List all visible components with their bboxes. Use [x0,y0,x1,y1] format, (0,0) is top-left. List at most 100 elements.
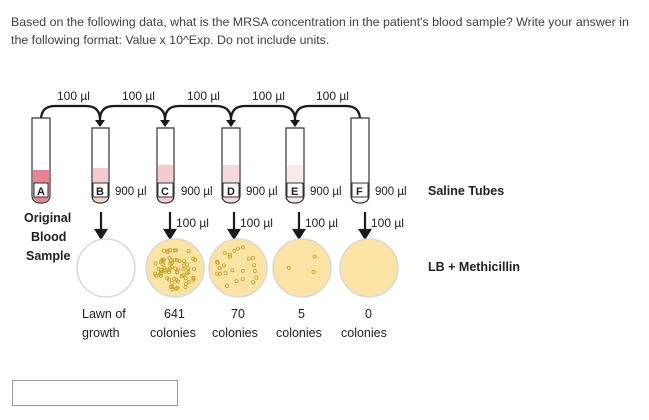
colony-dot [240,245,245,250]
plating-label-e: 100 µl [305,216,338,230]
colony-dot [234,279,239,284]
colony-dot [166,270,171,275]
colony-dot [160,258,165,263]
transfer-arrows [39,104,362,126]
colony-dot [170,285,175,290]
plate-0 [339,238,399,298]
tube-d: D 900 µl [221,127,278,204]
colony-dot [168,248,173,253]
colony-dot [312,254,317,259]
answer-input[interactable] [12,380,178,406]
tube-a-letter: A [37,186,45,198]
tube-c: C 900 µl [156,127,213,204]
plate-5-line1: 0 [365,307,372,321]
plate-641 [145,238,205,298]
colony-dot [224,284,229,289]
colony-dot [286,265,291,270]
colony-dot [222,250,227,255]
transfer-label-3: 100 µl [187,89,220,103]
colony-dot [184,262,189,267]
plating-label-f: 100 µl [371,216,404,230]
plate-2-line2: colonies [150,326,196,340]
colony-dot [161,248,166,253]
transfer-label-5: 100 µl [316,89,349,103]
colony-dot [170,287,175,292]
plate-1-line2: growth [82,326,120,340]
colony-dot [168,261,173,266]
tube-b: B 900 µl [91,127,147,204]
plating-label-d: 100 µl [240,216,273,230]
colony-dot [168,284,173,289]
colony-dot [311,269,316,274]
plate-4-line1: 5 [298,307,305,321]
colony-dot [254,275,259,280]
tube-f-letter: F [356,186,363,198]
colony-dot [170,281,175,286]
tube-d-letter: D [227,186,235,198]
tube-f-volume: 900 µl [375,186,407,198]
colony-dot [185,271,190,276]
colony-dot [174,277,179,282]
original-label-line1: Original [24,211,71,225]
colony-dot [174,258,179,263]
colony-dot [181,267,186,272]
tube-e-volume: 900 µl [310,186,342,198]
colony-dot [172,248,177,253]
transfer-label-1: 100 µl [57,89,90,103]
colony-dot [215,271,220,276]
colony-dot [173,266,178,271]
plating-arrows [94,212,372,241]
colony-dot [251,280,256,285]
colonies [153,245,317,292]
tube-a: A [31,117,51,204]
transfer-arrow-d-e [229,104,297,126]
colony-dot [223,270,228,275]
transfer-arrow-e-f [293,104,362,126]
colony-dot [153,261,158,266]
colony-dot [183,276,188,281]
tube-e: E 900 µl [285,127,342,204]
plate-4-line2: colonies [276,326,322,340]
saline-tubes-label: Saline Tubes [428,184,504,198]
transfer-label-4: 100 µl [252,89,285,103]
transfer-arrow-b-c [98,104,167,126]
colony-dot [160,262,165,267]
colony-dot [181,259,186,264]
original-label-line2: Blood [31,230,66,244]
colony-dot [153,271,158,276]
colony-dot [186,249,191,254]
colony-dot [251,255,256,260]
transfer-arrow-c-d [163,104,233,126]
colony-dot [191,256,196,261]
colony-dot [221,263,226,268]
colony-dot [217,266,222,271]
plate-medium-label: LB + Methicillin [428,260,520,274]
transfer-label-2: 100 µl [122,89,155,103]
tube-c-letter: C [161,186,169,198]
colony-dot [183,281,188,286]
colony-dot [172,257,177,262]
colony-dot [154,273,159,278]
plating-label-c: 100 µl [176,216,209,230]
colony-dot [186,279,191,284]
colony-dot [159,270,164,275]
colony-dot [192,266,197,271]
tube-c-volume: 900 µl [181,186,213,198]
colony-dot [232,248,237,253]
colony-dot [165,248,170,253]
colony-dot [167,255,172,260]
tube-e-letter: E [291,186,298,198]
question-text: Based on the following data, what is the… [11,15,629,47]
colony-dot [175,269,180,274]
colony-dot [240,268,245,273]
serial-dilution-diagram: 100 µl 100 µl 100 µl 100 µl 100 µl A B 9… [24,89,520,340]
transfer-arrow-a-b [39,104,102,126]
plate-lawn [76,238,136,298]
plate-1-line1: Lawn of [82,307,126,321]
colony-dot [191,276,196,281]
plate-3-line2: colonies [212,326,258,340]
colony-dot [252,263,257,268]
plate-5 [272,238,332,298]
colony-dot [175,285,180,290]
colony-dot [179,273,184,278]
